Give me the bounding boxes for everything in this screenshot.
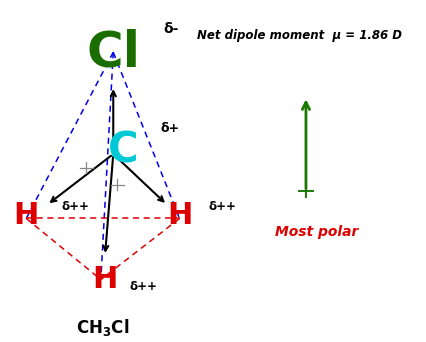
Text: δ++: δ++: [61, 200, 89, 213]
Text: δ++: δ++: [208, 200, 236, 213]
Text: H: H: [167, 201, 192, 229]
Text: Net dipole moment  μ = 1.86 D: Net dipole moment μ = 1.86 D: [197, 29, 401, 42]
Text: Most polar: Most polar: [274, 225, 357, 239]
Text: H: H: [92, 265, 118, 294]
Text: H: H: [14, 201, 39, 229]
Text: C: C: [108, 130, 138, 172]
Text: Cl: Cl: [86, 28, 140, 76]
Text: $\mathbf{CH_3Cl}$: $\mathbf{CH_3Cl}$: [76, 317, 129, 338]
Text: δ++: δ++: [130, 280, 157, 293]
Text: δ-: δ-: [163, 22, 178, 36]
Text: δ+: δ+: [161, 122, 180, 135]
Text: #1a6e00: #1a6e00: [109, 48, 115, 49]
